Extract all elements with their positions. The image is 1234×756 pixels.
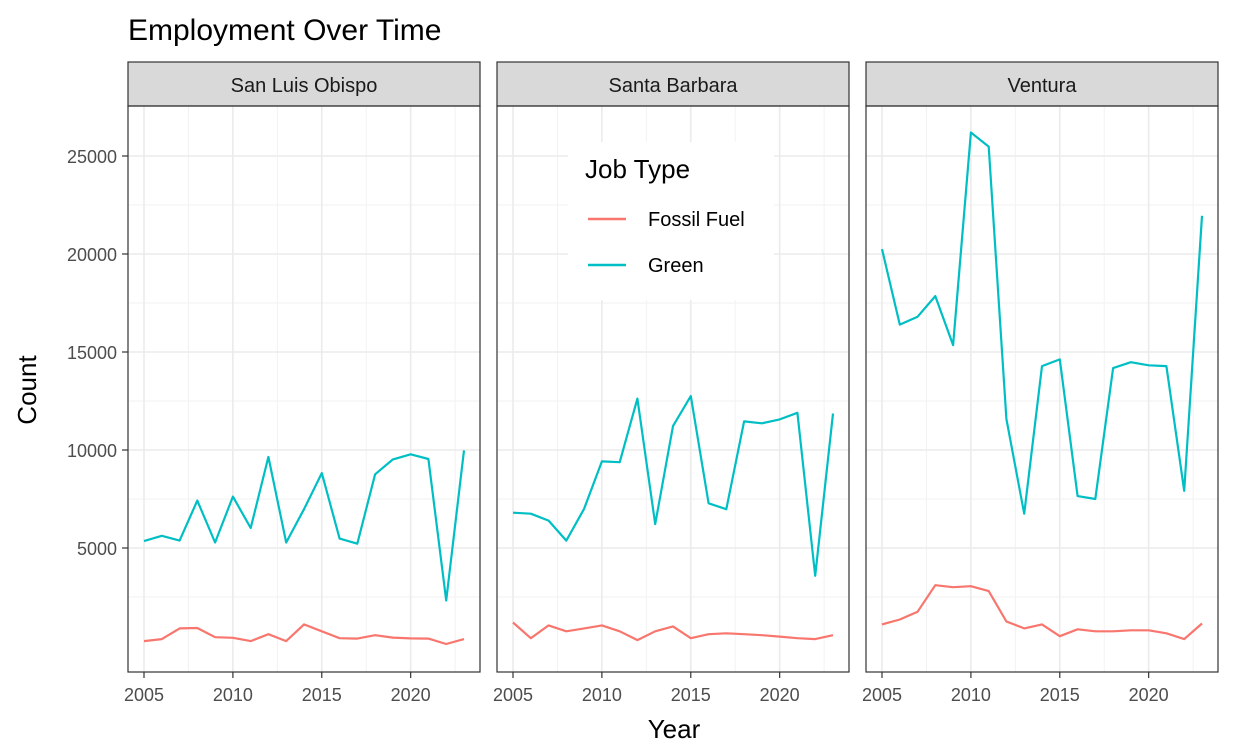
legend-title: Job Type <box>585 154 690 184</box>
x-tick-label: 2005 <box>124 685 164 705</box>
facet-label-santa-barbara: Santa Barbara <box>609 75 739 97</box>
x-tick-label: 2010 <box>213 685 253 705</box>
series-line-santa-barbara-green <box>512 395 835 577</box>
panel-border <box>865 105 1219 673</box>
x-tick-label: 2010 <box>951 685 991 705</box>
y-tick-label: 10000 <box>67 441 117 461</box>
series-line-ventura-green <box>880 131 1204 515</box>
x-tick-label: 2020 <box>1129 685 1169 705</box>
legend-label-fossil-fuel: Fossil Fuel <box>648 209 745 231</box>
x-tick-label: 2005 <box>862 685 902 705</box>
data-series <box>143 131 1204 646</box>
x-tick-label: 2020 <box>391 685 431 705</box>
x-tick-label: 2015 <box>302 685 342 705</box>
x-tick-label: 2015 <box>671 685 711 705</box>
chart-title: Employment Over Time <box>128 14 441 47</box>
panel-border <box>127 105 481 673</box>
x-tick-label: 2010 <box>582 685 622 705</box>
facet-strip <box>496 61 850 107</box>
legend-label-green: Green <box>648 255 704 277</box>
panel-border <box>496 105 850 673</box>
y-tick-label: 25000 <box>67 147 117 167</box>
y-tick-label: 20000 <box>67 245 117 265</box>
x-tick-label: 2020 <box>760 685 800 705</box>
facet-label-san-luis-obispo: San Luis Obispo <box>231 75 378 97</box>
y-axis-title: Count <box>12 355 42 425</box>
x-axis-title: Year <box>648 714 701 744</box>
series-line-san-luis-obispo-fossil-fuel <box>143 623 465 646</box>
x-tick-label: 2005 <box>493 685 533 705</box>
y-tick-label: 15000 <box>67 343 117 363</box>
legend: Job Type Fossil Fuel Green <box>568 142 774 300</box>
gridlines <box>128 106 1218 672</box>
axes: 2005 2010 2015 2020 2005 2010 2015 2020 2005 2010… <box>67 147 1169 705</box>
legend-background <box>568 142 774 300</box>
series-line-ventura-fossil-fuel <box>881 584 1203 641</box>
y-tick-label: 5000 <box>77 539 117 559</box>
facet-strip <box>865 61 1219 107</box>
series-line-san-luis-obispo-green <box>143 450 466 602</box>
panel-frames: San Luis Obispo Santa Barbara Ventura <box>127 61 1219 673</box>
facet-label-ventura: Ventura <box>1008 75 1078 97</box>
series-line-santa-barbara-fossil-fuel <box>512 621 834 642</box>
x-tick-label: 2015 <box>1040 685 1080 705</box>
